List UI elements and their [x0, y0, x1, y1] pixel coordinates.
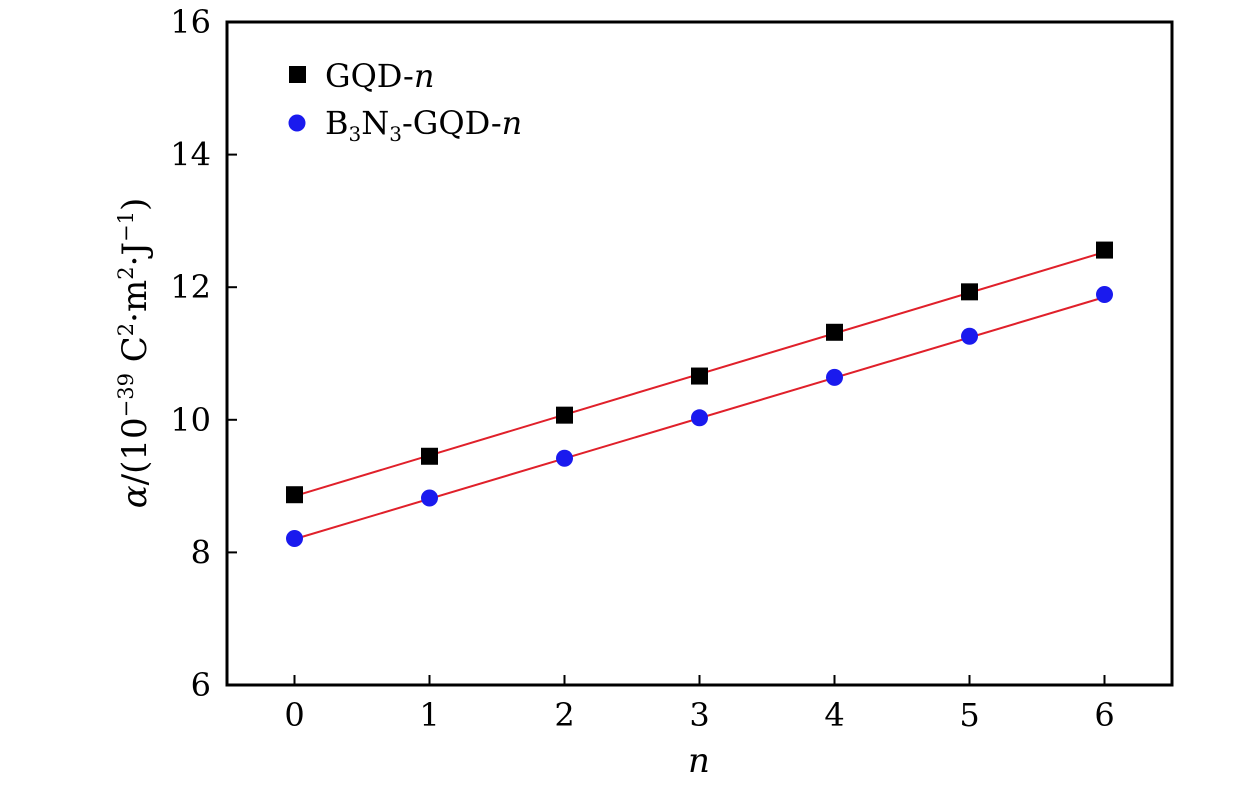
x-tick-label: 0: [284, 696, 304, 734]
data-point-b3n3: [691, 409, 708, 427]
y-tick-label: 10: [170, 401, 211, 439]
y-tick-label: 16: [170, 3, 211, 41]
y-axis-ticks: 6 8 10 12 14 16: [170, 3, 237, 704]
data-point-gqd: [961, 283, 978, 301]
data-point-b3n3: [826, 368, 843, 386]
data-points: [286, 241, 1113, 547]
legend-label-b3n3: B3N3-GQD-n: [325, 104, 522, 146]
data-point-b3n3: [961, 327, 978, 345]
legend-marker-gqd: [289, 66, 306, 83]
x-tick-label: 2: [554, 696, 574, 734]
y-tick-label: 12: [170, 268, 211, 306]
data-point-gqd: [691, 367, 708, 385]
data-point-b3n3: [421, 489, 438, 507]
data-point-gqd: [286, 486, 303, 504]
x-tick-label: 6: [1094, 696, 1114, 734]
data-point-b3n3: [1096, 285, 1113, 303]
data-point-gqd: [1096, 241, 1113, 259]
y-tick-label: 6: [191, 666, 211, 704]
x-tick-label: 1: [419, 696, 439, 734]
data-point-gqd: [556, 406, 573, 424]
x-tick-label: 5: [959, 696, 979, 734]
y-tick-label: 14: [170, 136, 211, 174]
fit-lines: [294, 251, 1105, 541]
y-axis-title: α/(10−39 C2·m2·J−1): [114, 198, 155, 509]
y-tick-label: 8: [191, 533, 211, 571]
legend-marker-b3n3: [288, 114, 306, 132]
legend-label-gqd: GQD-n: [325, 57, 434, 95]
x-axis-title: n: [688, 741, 710, 781]
data-point-gqd: [826, 323, 843, 341]
data-point-gqd: [421, 447, 438, 465]
x-tick-label: 3: [689, 696, 709, 734]
legend: GQD-n B3N3-GQD-n: [288, 57, 522, 146]
x-axis-ticks: 0 1 2 3 4 5 6: [284, 675, 1115, 734]
x-tick-label: 4: [824, 696, 844, 734]
data-point-b3n3: [286, 529, 303, 547]
data-point-b3n3: [556, 449, 573, 467]
